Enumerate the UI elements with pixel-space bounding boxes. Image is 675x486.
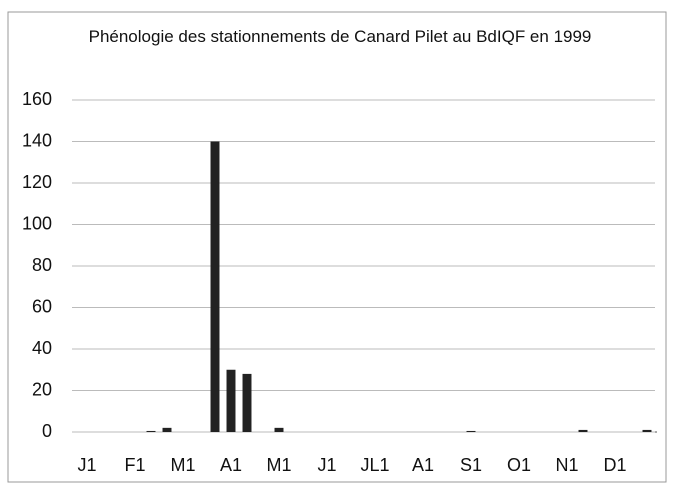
y-tick-label: 80 [32, 255, 52, 275]
x-tick-label: S1 [460, 455, 482, 475]
x-tick-label: F1 [124, 455, 145, 475]
x-tick-label: M1 [170, 455, 195, 475]
y-tick-label: 40 [32, 338, 52, 358]
y-tick-label: 60 [32, 296, 52, 316]
y-tick-label: 20 [32, 379, 52, 399]
y-tick-label: 140 [22, 130, 52, 150]
y-tick-label: 120 [22, 172, 52, 192]
chart-border [7, 11, 667, 483]
bar [226, 369, 236, 432]
chart-title: Phénologie des stationnements de Canard … [88, 27, 592, 46]
x-tick-label: O1 [507, 455, 531, 475]
bar [578, 429, 588, 432]
y-tick-label: 160 [22, 89, 52, 109]
bar [642, 429, 652, 432]
y-tick-label: 100 [22, 213, 52, 233]
x-tick-label: N1 [555, 455, 578, 475]
bar [146, 430, 156, 432]
x-tick-label: JL1 [360, 455, 389, 475]
x-tick-label: J1 [317, 455, 336, 475]
bar [162, 427, 172, 432]
x-tick-label: J1 [77, 455, 96, 475]
x-tick-label: D1 [603, 455, 626, 475]
bar [210, 141, 220, 432]
x-tick-label: A1 [220, 455, 242, 475]
bar [274, 427, 284, 432]
bar [242, 373, 252, 432]
y-tick-label: 0 [42, 421, 52, 441]
x-tick-label: M1 [266, 455, 291, 475]
bar [466, 430, 476, 432]
x-tick-label: A1 [412, 455, 434, 475]
